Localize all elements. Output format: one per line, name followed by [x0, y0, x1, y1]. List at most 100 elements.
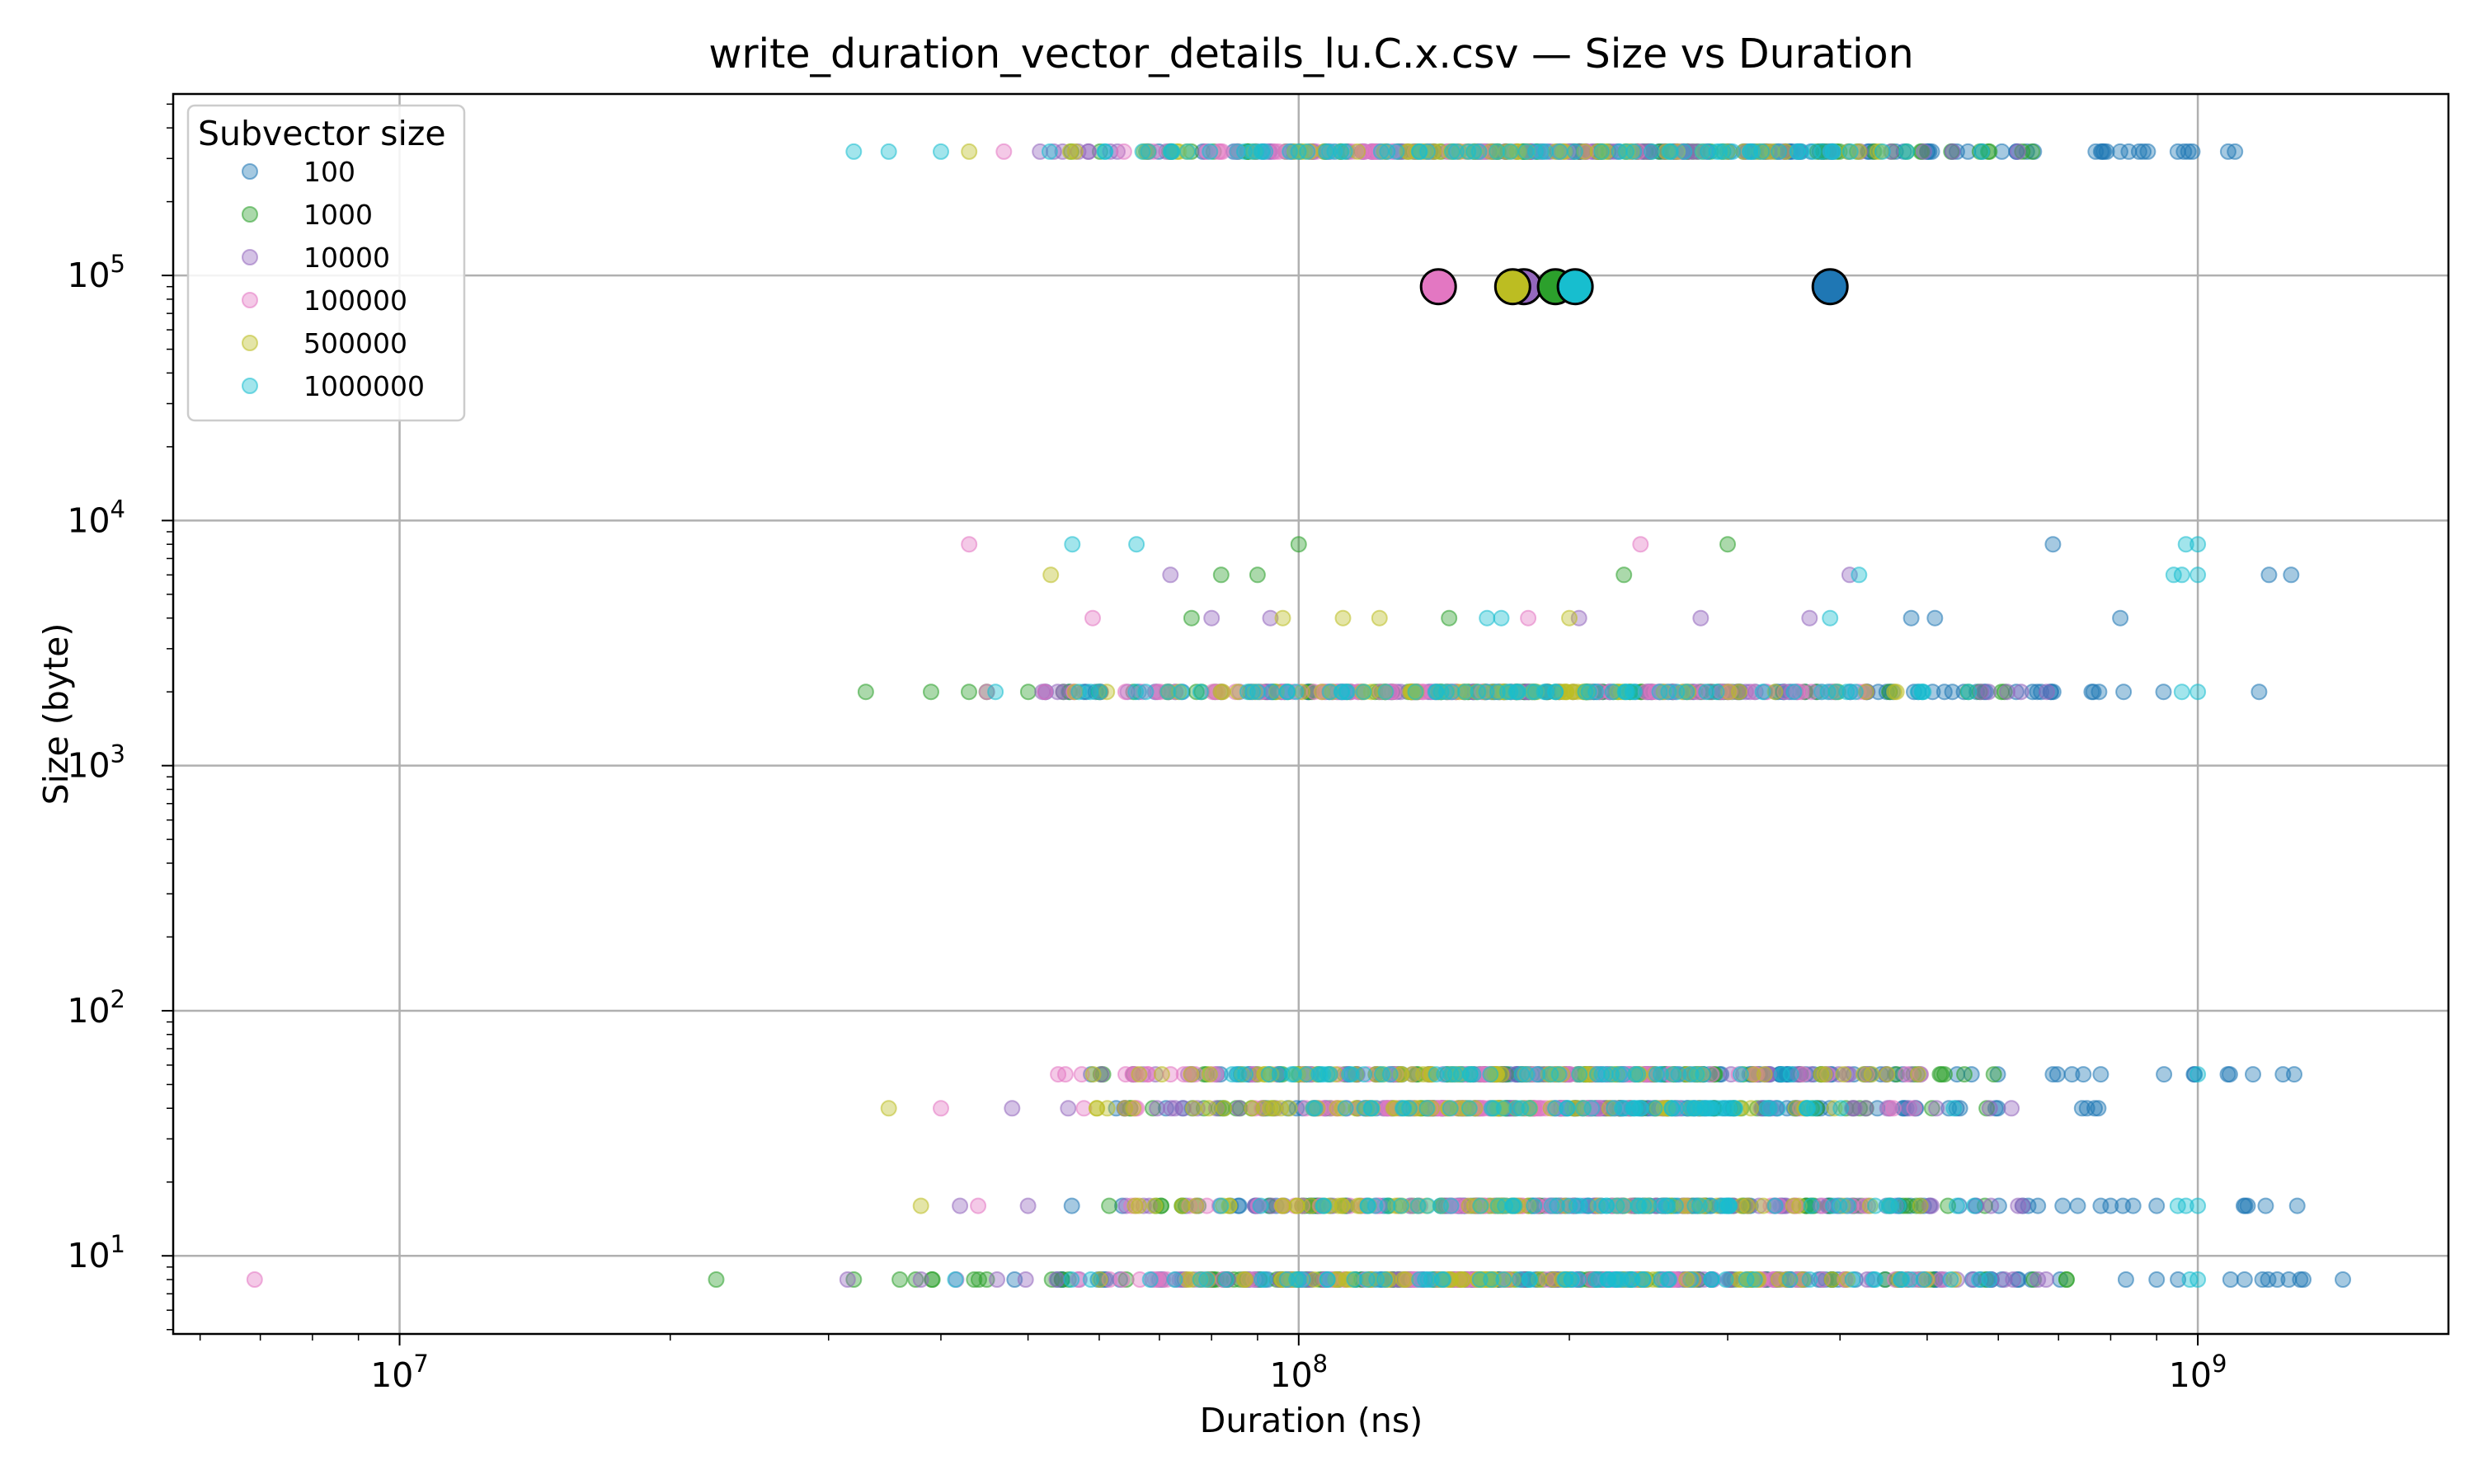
data-point: [1593, 143, 1611, 160]
legend-marker: [242, 206, 258, 223]
data-point: [2283, 566, 2300, 584]
data-point: [2005, 1271, 2022, 1288]
x-tick-label: 109: [2169, 1350, 2227, 1395]
data-point: [1550, 1066, 1568, 1083]
data-point: [1306, 1100, 1324, 1117]
data-point: [1214, 683, 1231, 701]
data-point: [2087, 143, 2105, 160]
data-point: [2073, 1100, 2091, 1117]
data-point: [1334, 609, 1352, 627]
data-point: [1432, 1197, 1449, 1214]
data-point: [1827, 683, 1845, 701]
plot-frame: [172, 92, 2450, 1336]
data-point: [1526, 1197, 1543, 1214]
data-point: [1691, 1197, 1708, 1214]
data-point: [1898, 1197, 1916, 1214]
data-point: [1125, 1100, 1142, 1117]
data-point: [1455, 1271, 1472, 1288]
data-point: [1045, 143, 1062, 160]
data-point: [1080, 143, 1097, 160]
data-point: [880, 1100, 897, 1117]
data-point: [1037, 683, 1054, 701]
data-point: [1249, 566, 1266, 584]
data-point: [1936, 1066, 1953, 1083]
data-point: [1506, 1197, 1523, 1214]
y-tick-label: 102: [67, 985, 125, 1031]
data-point: [2003, 1100, 2020, 1117]
data-point: [1698, 683, 1715, 701]
data-point: [2245, 1066, 2261, 1083]
data-point: [246, 1271, 263, 1288]
data-point: [1273, 1197, 1291, 1214]
legend-label: 100000: [303, 284, 407, 317]
legend-label: 100: [303, 156, 355, 188]
data-point: [1527, 143, 1544, 160]
data-point: [1865, 1271, 1882, 1288]
data-point: [2111, 143, 2128, 160]
data-point: [1646, 1100, 1663, 1117]
data-point: [1212, 1197, 1230, 1214]
data-point: [1203, 609, 1221, 627]
data-point: [1981, 1100, 1998, 1117]
data-point: [1098, 1100, 1116, 1117]
data-point: [1890, 1197, 1907, 1214]
data-point: [1063, 1197, 1080, 1214]
legend-marker: [242, 163, 258, 180]
data-point: [2054, 1197, 2072, 1214]
data-point: [1377, 683, 1395, 701]
data-point: [1948, 143, 1965, 160]
data-point: [2189, 1066, 2207, 1083]
data-point: [1731, 683, 1747, 701]
data-point: [933, 143, 949, 160]
data-point: [1885, 1100, 1902, 1117]
data-point: [924, 1271, 941, 1288]
mean-marker-500000: [1493, 268, 1531, 306]
data-point: [1940, 1197, 1957, 1214]
data-point: [708, 1271, 725, 1288]
chart-title: write_duration_vector_details_lu.C.x.csv…: [708, 31, 1913, 77]
data-point: [912, 1197, 929, 1214]
data-point: [2335, 1271, 2351, 1288]
data-point: [1239, 683, 1256, 701]
data-point: [845, 143, 863, 160]
data-point: [1393, 1197, 1409, 1214]
data-point: [1084, 1066, 1102, 1083]
data-point: [1418, 1100, 1436, 1117]
data-point: [1381, 1066, 1399, 1083]
data-point: [1263, 683, 1281, 701]
legend-label: 10000: [303, 242, 390, 274]
data-point: [1097, 143, 1114, 160]
data-point: [1923, 1100, 1940, 1117]
scatter-points: [924, 143, 2312, 1288]
data-point: [1630, 1197, 1647, 1214]
legend-label: 1000000: [303, 370, 425, 402]
data-point: [1183, 1066, 1200, 1083]
data-point: [1101, 1197, 1118, 1214]
data-point: [1973, 143, 1991, 160]
data-point: [1166, 1271, 1183, 1288]
data-point: [1823, 1271, 1841, 1288]
data-point: [987, 683, 1004, 701]
legend-label: 500000: [303, 327, 407, 359]
data-point: [1274, 609, 1291, 627]
data-point: [1839, 1197, 1856, 1214]
data-point: [1613, 1100, 1630, 1117]
data-point: [1989, 1066, 2006, 1083]
data-point: [989, 1271, 1005, 1288]
data-point: [1851, 566, 1868, 584]
data-point: [1801, 1271, 1818, 1288]
data-point: [2260, 1271, 2277, 1288]
data-point: [1618, 143, 1635, 160]
data-point: [1366, 1197, 1384, 1214]
data-point: [1346, 1271, 1363, 1288]
data-point: [1754, 683, 1771, 701]
data-point: [961, 683, 977, 701]
data-point: [2175, 143, 2193, 160]
data-point: [2189, 1197, 2207, 1214]
data-point: [1452, 1066, 1470, 1083]
data-point: [1200, 1100, 1217, 1117]
data-point: [1771, 143, 1787, 160]
data-point: [1144, 1100, 1161, 1117]
data-point: [947, 1271, 964, 1288]
data-point: [1164, 143, 1181, 160]
